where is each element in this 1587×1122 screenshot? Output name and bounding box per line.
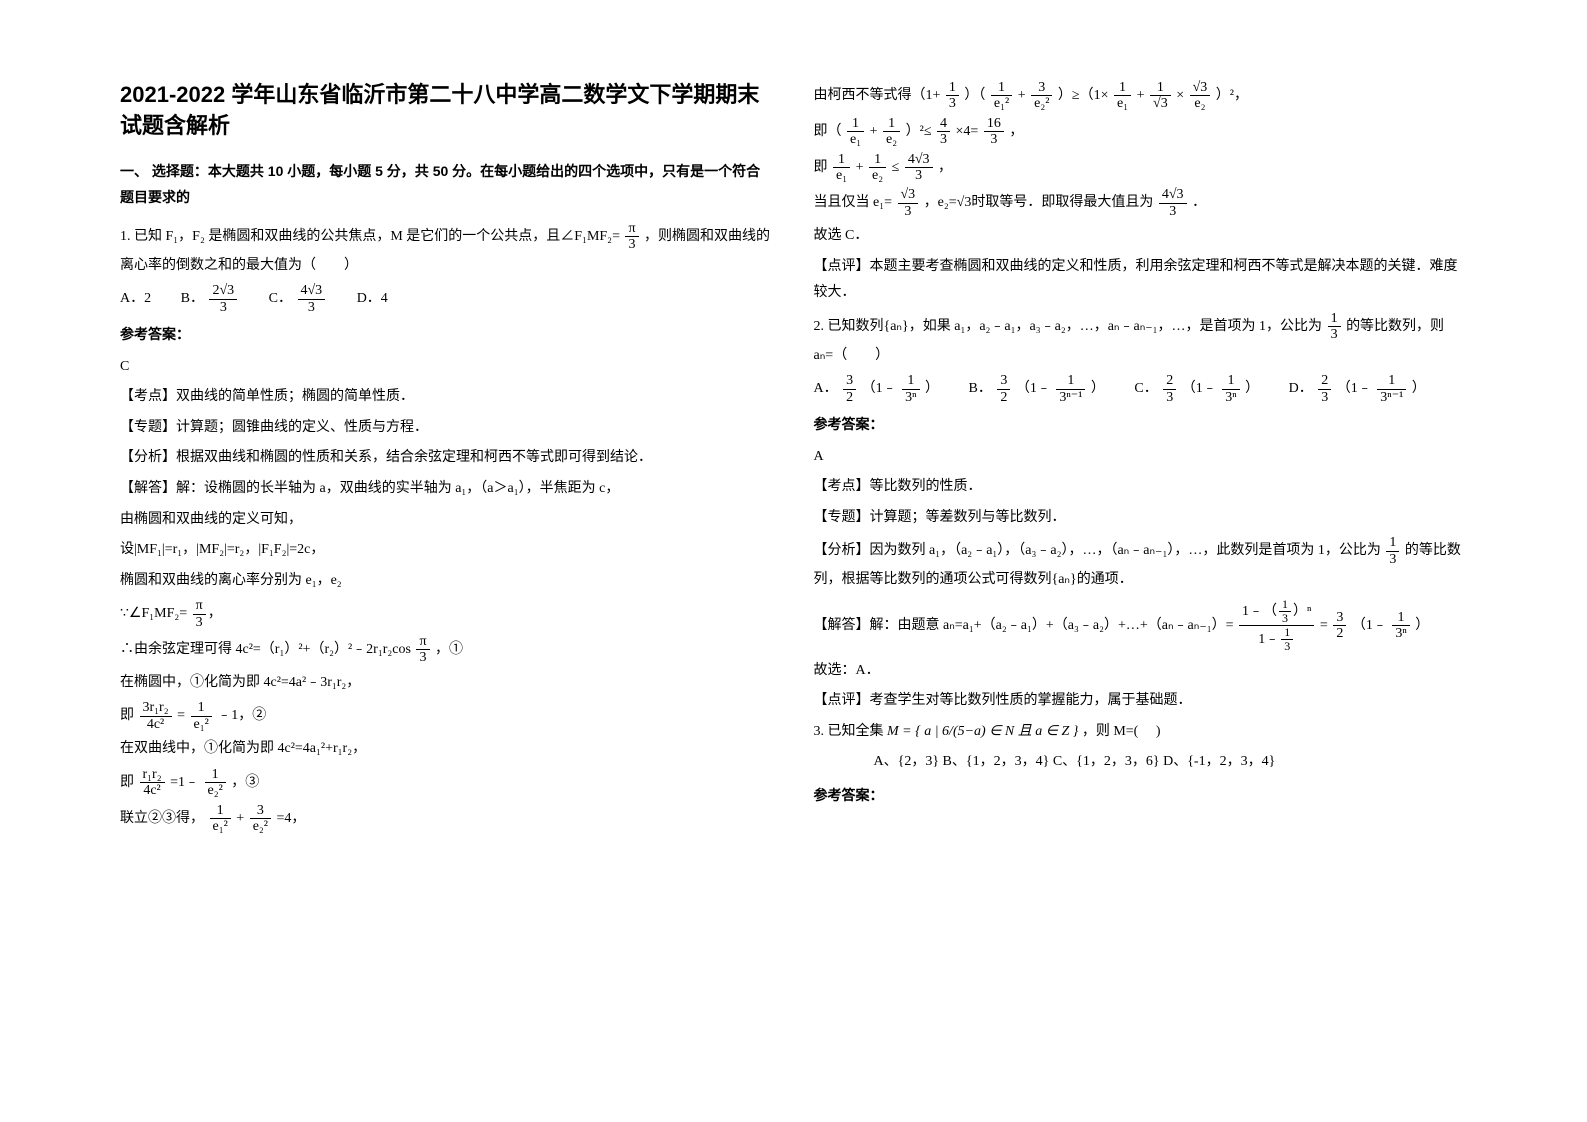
q1-fenxi: 【分析】根据双曲线和椭圆的性质和关系，结合余弦定理和柯西不等式即可得到结论． bbox=[120, 445, 774, 472]
q1-answer: C bbox=[120, 354, 774, 381]
cauchy-line4: 当且仅当 e₁= √33 ，e₂=√3时取等号．即取得最大值且为 4√33 ． bbox=[814, 187, 1468, 219]
q1-dianping: 【点评】本题主要考查椭圆和双曲线的定义和性质，利用余弦定理和柯西不等式是解决本题… bbox=[814, 254, 1468, 307]
section-1-header: 一、 选择题：本大题共 10 小题，每小题 5 分，共 50 分。在每小题给出的… bbox=[120, 158, 774, 211]
q1-jieda1: 【解答】解：设椭圆的长半轴为 a，双曲线的实半轴为 a₁，（a＞a₁），半焦距为… bbox=[120, 476, 774, 503]
q1-jieda10: 即 r₁r₂ 4c² =1﹣ 1 e₂² ，③ bbox=[120, 767, 774, 799]
q1-jieda9: 在双曲线中，①化简为即 4c²=4a₁²+r₁r₂， bbox=[120, 736, 774, 763]
fraction-pi-3: π 3 bbox=[625, 221, 638, 253]
q2-opt-b: B． 32 （1﹣ 13ⁿ⁻¹ ） bbox=[969, 373, 1105, 405]
right-column: 由柯西不等式得（1+ 13 ）（ 1e₁² + 3e₂² ）≥（1× 1e₁ +… bbox=[794, 80, 1488, 1082]
q2-dianping: 【点评】考查学生对等比数列性质的掌握能力，属于基础题． bbox=[814, 688, 1468, 715]
q2-zhuanti: 【专题】计算题；等差数列与等比数列． bbox=[814, 505, 1468, 532]
frac-num: π bbox=[625, 221, 638, 237]
q1-jieda4: 椭圆和双曲线的离心率分别为 e₁，e₂ bbox=[120, 568, 774, 595]
q2-opt-a: A． 32 （1﹣ 13ⁿ ） bbox=[814, 373, 940, 405]
q1-answer-label: 参考答案： bbox=[120, 321, 774, 348]
q2-options: A． 32 （1﹣ 13ⁿ ） B． 32 （1﹣ 13ⁿ⁻¹ ） C． 23 … bbox=[814, 373, 1468, 405]
q1-opt-b: B． 2√3 3 bbox=[181, 283, 240, 315]
q2-fenxi: 【分析】因为数列 a₁，（a₂﹣a₁），（a₃﹣a₂），…，（aₙ﹣aₙ₋₁），… bbox=[814, 535, 1468, 593]
q1-jieda11: 联立②③得， 1 e₁² + 3 e₂² =4， bbox=[120, 803, 774, 835]
q3-stem: 3. 已知全集 M = { a | 6/(5−a) ∈ N 且 a ∈ Z } … bbox=[814, 719, 1468, 746]
q2-jieda: 【解答】解：由题意 aₙ=a₁+（a₂﹣a₁）+（a₃﹣a₂）+…+（aₙ﹣aₙ… bbox=[814, 598, 1468, 654]
q1-stem: 1. 已知 F₁，F₂ 是椭圆和双曲线的公共焦点，M 是它们的一个公共点，且∠F… bbox=[120, 221, 774, 279]
q2-opt-d: D． 23 （1﹣ 13ⁿ⁻¹ ） bbox=[1289, 373, 1426, 405]
cauchy-line2: 即（ 1e₁ + 1e₂ ）²≤ 43 ×4= 163 ， bbox=[814, 116, 1468, 148]
frac-den: 3 bbox=[625, 237, 638, 252]
left-column: 2021-2022 学年山东省临沂市第二十八中学高二数学文下学期期末试题含解析 … bbox=[100, 80, 794, 1082]
cauchy-line1: 由柯西不等式得（1+ 13 ）（ 1e₁² + 3e₂² ）≥（1× 1e₁ +… bbox=[814, 80, 1468, 112]
q1-opt-c: C． 4√3 3 bbox=[269, 283, 328, 315]
q1-jieda3: 设|MF₁|=r₁，|MF₂|=r₂，|F₁F₂|=2c， bbox=[120, 537, 774, 564]
q1-opt-a: A．2 bbox=[120, 286, 151, 313]
q1-opt-d: D．4 bbox=[357, 286, 388, 313]
q1-jieda2: 由椭圆和双曲线的定义可知， bbox=[120, 507, 774, 534]
q1-jieda7: 在椭圆中，①化简为即 4c²=4a²﹣3r₁r₂， bbox=[120, 670, 774, 697]
exam-title: 2021-2022 学年山东省临沂市第二十八中学高二数学文下学期期末试题含解析 bbox=[120, 80, 774, 142]
q3-answer-label: 参考答案： bbox=[814, 782, 1468, 809]
q2-opt-c: C． 23 （1﹣ 13ⁿ ） bbox=[1134, 373, 1259, 405]
q3-set-expr: M = { a | 6/(5−a) ∈ N 且 a ∈ Z } bbox=[887, 724, 1078, 739]
q2-guxuan: 故选：A． bbox=[814, 658, 1468, 685]
q1-conclusion: 故选 C． bbox=[814, 223, 1468, 250]
big-fraction: 1﹣（13）ⁿ 1﹣13 bbox=[1239, 598, 1314, 654]
q2-kaodian: 【考点】等比数列的性质． bbox=[814, 474, 1468, 501]
q1-kaodian: 【考点】双曲线的简单性质；椭圆的简单性质． bbox=[120, 384, 774, 411]
q1-jieda8: 即 3r₁r₂ 4c² = 1 e₁² ﹣1，② bbox=[120, 700, 774, 732]
q1-jieda5: ∵∠F₁MF₂= π3， bbox=[120, 598, 774, 630]
q2-stem: 2. 已知数列{aₙ}，如果 a₁，a₂﹣a₁，a₃﹣a₂，…，aₙ﹣aₙ₋₁，… bbox=[814, 311, 1468, 369]
q1-zhuanti: 【专题】计算题；圆锥曲线的定义、性质与方程． bbox=[120, 415, 774, 442]
cauchy-line3: 即 1e₁ + 1e₂ ≤ 4√33 ， bbox=[814, 152, 1468, 184]
q2-answer: A bbox=[814, 444, 1468, 471]
q2-answer-label: 参考答案： bbox=[814, 411, 1468, 438]
page: 2021-2022 学年山东省临沂市第二十八中学高二数学文下学期期末试题含解析 … bbox=[0, 0, 1587, 1122]
q1-jieda6: ∴由余弦定理可得 4c²=（r₁）²+（r₂）²﹣2r₁r₂cos π3 ，① bbox=[120, 634, 774, 666]
q3-options: A、{2，3} B、{1，2，3，4} C、{1，2，3，6} D、{-1，2，… bbox=[814, 749, 1468, 776]
q1-options: A．2 B． 2√3 3 C． 4√3 3 D．4 bbox=[120, 283, 774, 315]
q1-stem-prefix: 1. 已知 F₁，F₂ 是椭圆和双曲线的公共焦点，M 是它们的一个公共点，且∠F… bbox=[120, 229, 620, 244]
